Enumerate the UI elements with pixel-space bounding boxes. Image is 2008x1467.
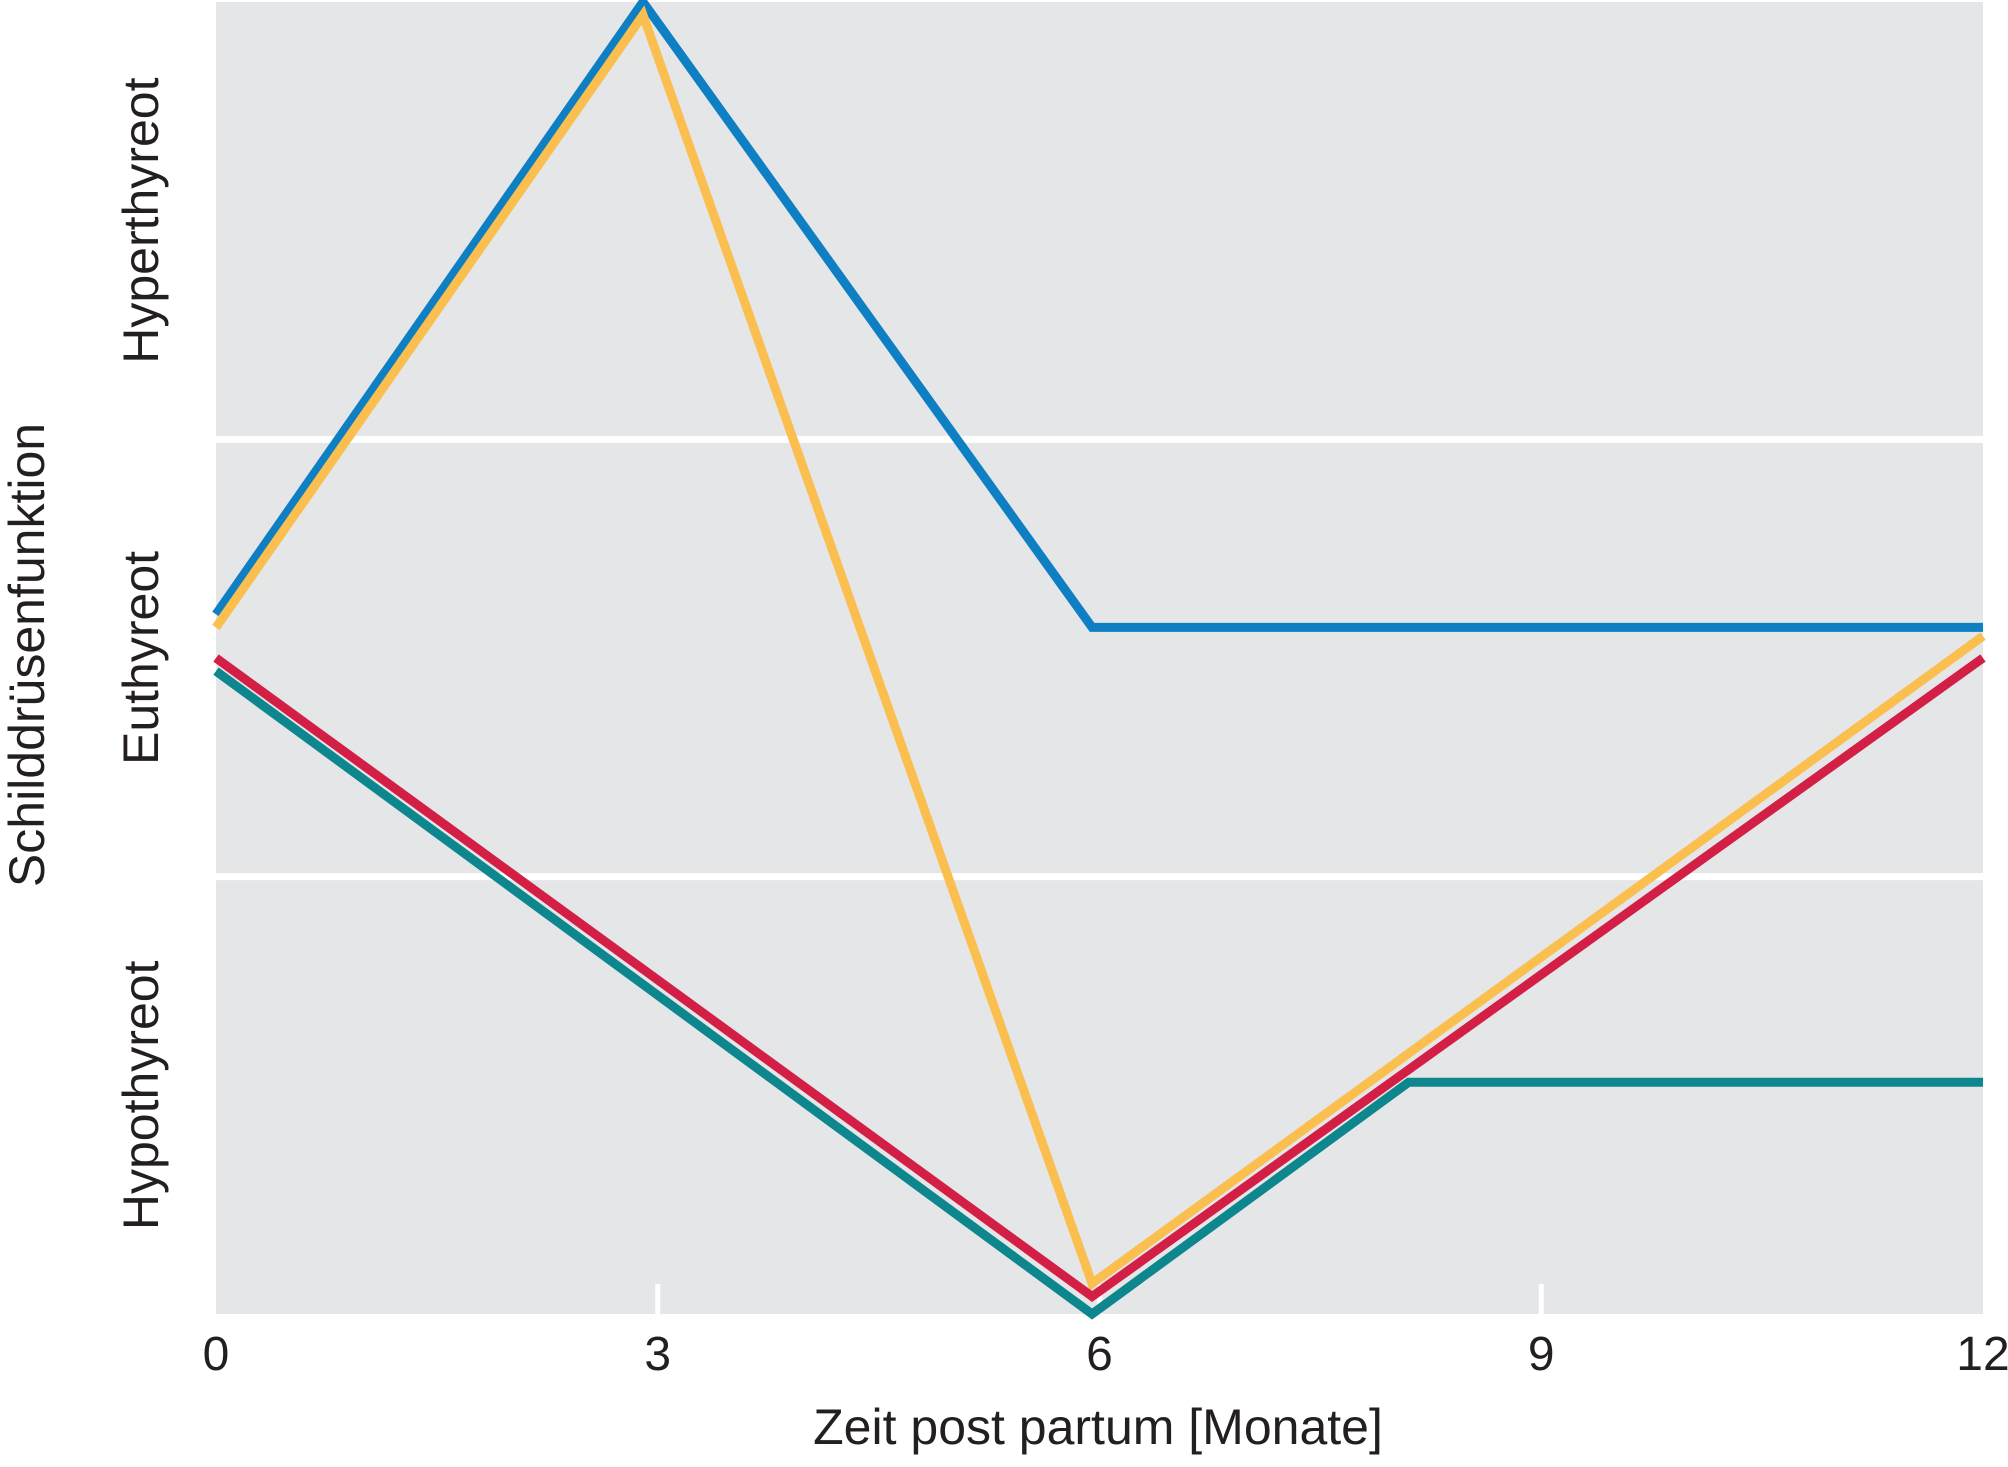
x-axis-title: Zeit post partum [Monate] bbox=[813, 1399, 1383, 1455]
x-tick-label-2: 6 bbox=[1086, 1328, 1113, 1381]
band-1 bbox=[216, 439, 1983, 877]
band-labels: Hypothyreot Euthyreot Hyperthyreot bbox=[113, 77, 169, 1230]
x-tick-label-3: 9 bbox=[1528, 1328, 1555, 1381]
band-label-0: Hypothyreot bbox=[113, 960, 169, 1230]
x-tick-label-4: 12 bbox=[1956, 1328, 2008, 1381]
series-lines bbox=[212, 0, 1986, 1320]
series-line-2 bbox=[213, 654, 1986, 1303]
band-backgrounds bbox=[216, 2, 1983, 1314]
x-tick-labels: 0 3 6 9 12 bbox=[203, 1328, 2008, 1381]
band-0 bbox=[216, 876, 1983, 1314]
band-label-2: Hyperthyreot bbox=[113, 77, 169, 363]
band-label-1: Euthyreot bbox=[113, 551, 169, 765]
series-line-3 bbox=[213, 667, 1983, 1320]
band-2 bbox=[216, 2, 1983, 440]
x-tick-label-1: 3 bbox=[644, 1328, 671, 1381]
y-axis-title: Schilddrüsenfunktion bbox=[0, 423, 55, 887]
x-tick-label-0: 0 bbox=[203, 1328, 230, 1381]
series-line-0 bbox=[212, 0, 1983, 632]
series-line-1 bbox=[212, 5, 1986, 1291]
